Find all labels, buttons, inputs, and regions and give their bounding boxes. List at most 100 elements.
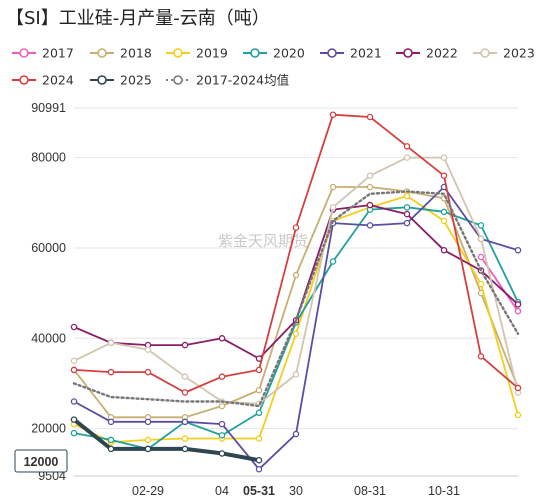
legend-swatch-marker [97, 75, 107, 85]
point-2022 [514, 301, 522, 308]
point-2023 [292, 371, 300, 378]
y-max-label: 90991 [31, 101, 66, 115]
legend-item-2017-2024均值: 2017-2024均值 [166, 73, 289, 88]
x-tick-label: 02-29 [132, 484, 164, 498]
current-value-box [14, 449, 68, 473]
point-2021 [107, 418, 115, 426]
point-2020 [107, 436, 115, 444]
point-2020 [403, 204, 411, 211]
legend-label: 2017-2024均值 [196, 73, 289, 88]
x-tick-label: 04 [215, 484, 229, 498]
point-2019 [181, 435, 189, 442]
y-tick-label: 80000 [31, 151, 66, 165]
point-2024 [514, 384, 522, 392]
point-2019 [292, 330, 300, 338]
point-2022 [440, 246, 448, 254]
point-2019 [477, 280, 485, 288]
legend-swatch-marker [173, 75, 183, 85]
point-2024 [477, 353, 485, 360]
point-2025 [70, 416, 78, 423]
point-2021 [181, 418, 189, 426]
point-2024 [329, 111, 337, 118]
point-2024 [255, 366, 263, 374]
point-2024 [292, 224, 300, 231]
x-tick-label: 10-31 [428, 484, 460, 498]
series-line-2018 [73, 186, 519, 419]
legend-item-2020: 2020 [243, 46, 305, 61]
legend-label: 2022 [426, 46, 458, 61]
point-2021 [144, 418, 152, 426]
legend-item-2022: 2022 [396, 46, 458, 61]
point-2025 [255, 456, 263, 464]
legend-label: 2025 [120, 73, 152, 88]
series-line-2025 [72, 417, 261, 463]
point-2025 [107, 445, 115, 453]
point-2018 [366, 183, 374, 191]
point-2021 [403, 219, 411, 227]
y-tick-label: 40000 [31, 331, 66, 345]
point-2018 [329, 183, 337, 191]
point-2017 [514, 307, 522, 315]
legend-label: 2023 [503, 46, 535, 61]
point-2022 [70, 323, 78, 331]
legend-item-2024: 2024 [12, 73, 74, 88]
legend-swatch-marker [250, 48, 260, 58]
point-2019 [144, 436, 152, 444]
point-2025 [218, 450, 226, 457]
point-2023 [366, 172, 374, 179]
point-2022 [403, 210, 411, 218]
point-2019 [403, 192, 411, 200]
point-2025 [181, 445, 189, 453]
point-2024 [70, 366, 78, 374]
point-2024 [107, 368, 115, 376]
grid [74, 107, 518, 477]
x-tick-label: 30 [289, 484, 303, 498]
legend-swatch-marker [97, 48, 107, 58]
point-2024 [218, 373, 226, 380]
point-2021 [218, 420, 226, 428]
point-2018 [292, 271, 300, 279]
point-2021 [366, 222, 374, 229]
point-2023 [70, 357, 78, 365]
point-2023 [329, 204, 337, 211]
watermark: 紫金天风期货 [218, 232, 308, 250]
point-2024 [144, 368, 152, 376]
legend-label: 2018 [120, 46, 152, 61]
point-2024 [181, 389, 189, 396]
x-axis: 02-29 04 05-31 30 08-31 10-31 [132, 484, 460, 498]
point-2023 [181, 373, 189, 380]
legend-label: 2020 [273, 46, 305, 61]
point-2023 [403, 154, 411, 161]
legend-label: 2019 [196, 46, 228, 61]
point-2024 [440, 172, 448, 179]
point-2020 [218, 432, 226, 439]
series-line-2017-2024均值 [72, 190, 520, 408]
legend-item-2023: 2023 [473, 46, 535, 61]
point-2019 [514, 411, 522, 419]
point-2023 [477, 235, 485, 243]
point-2022 [181, 341, 189, 349]
legend-item-2025: 2025 [90, 73, 152, 88]
point-2021 [514, 246, 522, 254]
point-2021 [70, 398, 78, 405]
x-tick-label: 05-31 [243, 484, 275, 498]
legend-label: 2024 [42, 73, 74, 88]
legend-label: 2017 [42, 46, 74, 61]
legend-swatch-marker [327, 48, 337, 58]
legend-swatch-marker [173, 48, 183, 58]
point-2022 [366, 201, 374, 209]
point-2020 [329, 258, 337, 265]
legend: 2017 2018 2019 2020 2021 2022 2023 2024 2025 2017… [12, 46, 535, 88]
y-tick-label: 20000 [31, 422, 66, 436]
legend-label: 2021 [350, 46, 382, 61]
point-2024 [366, 113, 374, 121]
y-tick-label: 60000 [31, 241, 66, 255]
point-2025 [144, 445, 152, 453]
legend-swatch-marker [480, 48, 490, 58]
legend-item-2018: 2018 [90, 46, 152, 61]
point-2018 [255, 386, 263, 394]
x-tick-label: 08-31 [354, 484, 386, 498]
point-2021 [255, 465, 263, 473]
